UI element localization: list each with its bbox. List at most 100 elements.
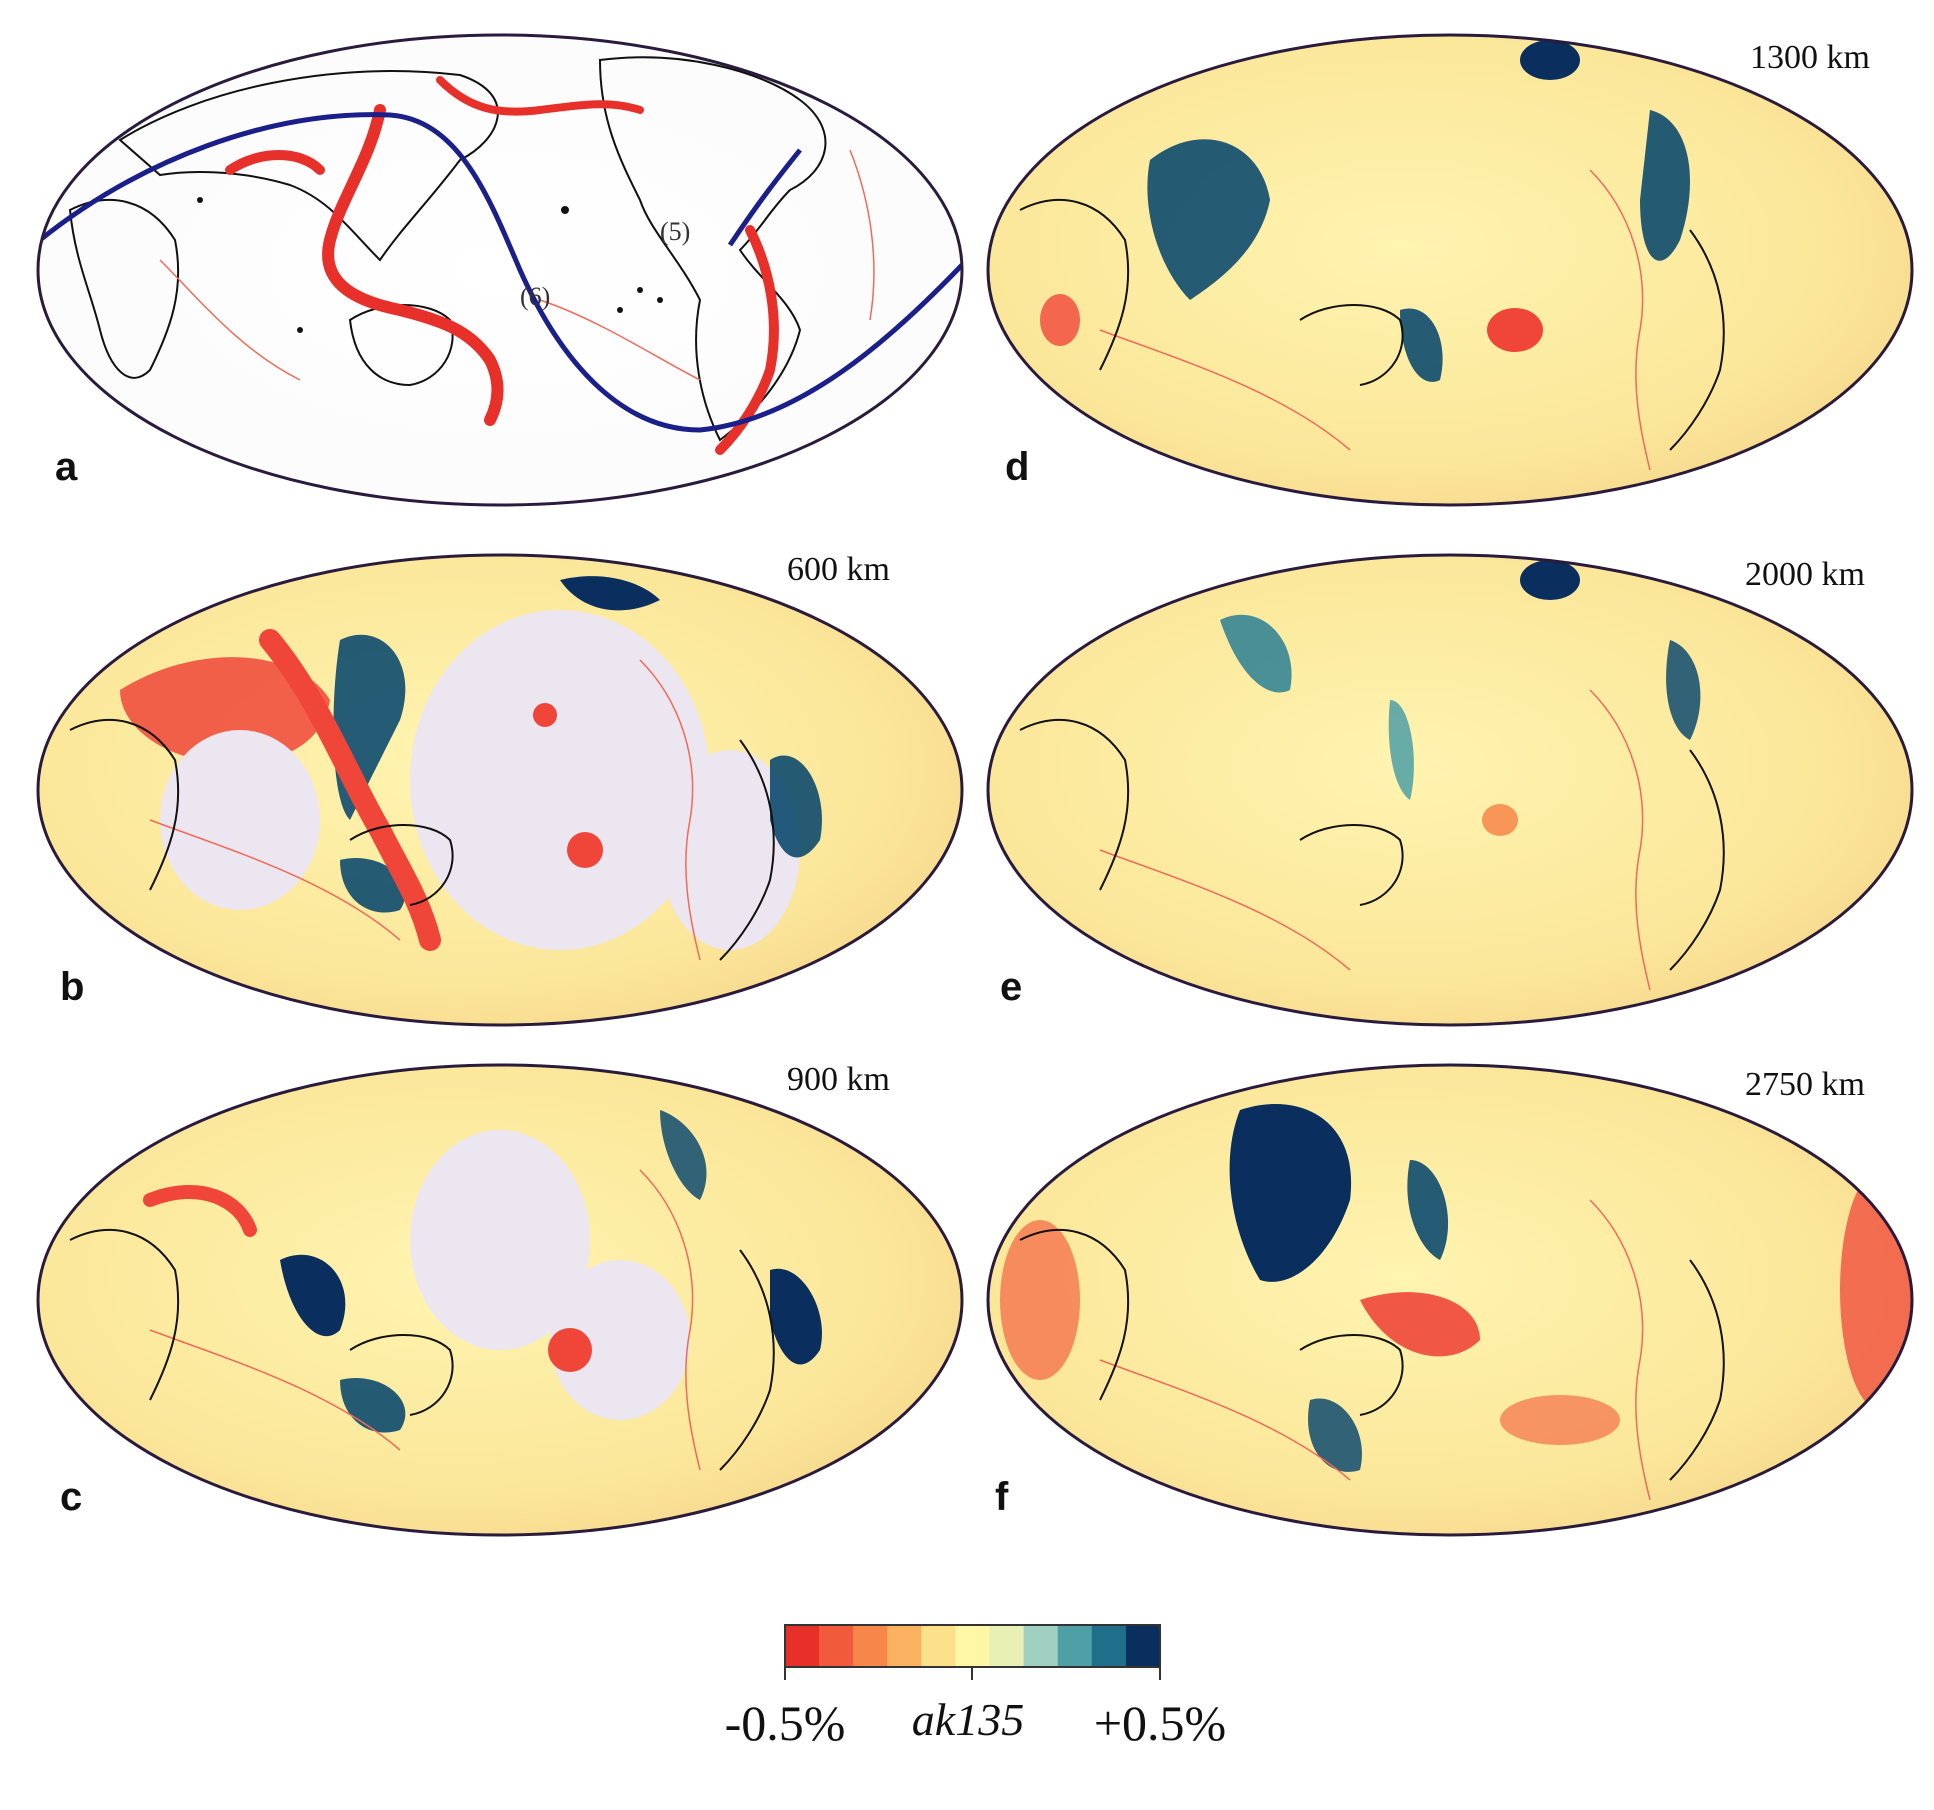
map-background (988, 35, 1912, 505)
panel-letter-c: c (60, 1475, 82, 1519)
map-frame (36, 1063, 964, 1537)
plate-boundary (149, 1169, 701, 1471)
coastline (1019, 719, 1725, 971)
annotation-6: (6) (520, 282, 550, 311)
slow-anomaly (1500, 1395, 1620, 1445)
slow-anomaly (1482, 804, 1518, 836)
map-frame (986, 1063, 1914, 1537)
color-scale-swatch (1057, 1625, 1093, 1667)
depth-label: 600 km (787, 551, 890, 588)
scale-max-label: +0.5% (1094, 1695, 1226, 1751)
color-scale-swatch (785, 1625, 820, 1667)
continent-africa-outline (68, 199, 180, 379)
low-contrast-region (550, 1260, 690, 1420)
color-scale-swatch (1125, 1625, 1161, 1667)
panel-letter-e: e (1000, 965, 1022, 1009)
panel-letter-d: d (1005, 445, 1029, 489)
panel-letter-f: f (995, 1475, 1009, 1519)
plate-boundary (149, 659, 701, 961)
fast-anomaly (1220, 614, 1292, 693)
scale-min-label: -0.5% (725, 1695, 846, 1751)
slow-anomaly (143, 1185, 257, 1237)
map-frame (986, 553, 1914, 1027)
seismicity-belt (322, 104, 504, 426)
coastline (1019, 199, 1725, 451)
scale-reference-label: ak135 (912, 1694, 1024, 1745)
fast-anomaly (770, 755, 822, 858)
continent-americas-outline (598, 56, 827, 442)
fast-anomaly (1229, 1104, 1352, 1282)
depth-label: 2750 km (1745, 1066, 1865, 1103)
depth-label: 900 km (787, 1061, 890, 1098)
low-contrast-region (410, 610, 710, 950)
map-frame (36, 553, 964, 1027)
panel-c: 900 km c (36, 1061, 964, 1537)
fast-anomaly (660, 1110, 707, 1200)
slow-anomaly (1000, 1220, 1080, 1380)
slow-anomaly (1487, 308, 1543, 352)
seismicity-belt (225, 150, 325, 175)
low-contrast-region (160, 730, 320, 910)
panel-d: 1300 km d (986, 33, 1914, 507)
fast-anomaly (1147, 139, 1270, 300)
plate-boundary (1099, 1199, 1651, 1501)
panel-b: 600 km b (36, 551, 964, 1027)
map-background (988, 1065, 1912, 1535)
map-background (988, 555, 1912, 1025)
fast-anomaly (560, 576, 660, 611)
color-scale-swatch (921, 1625, 956, 1667)
slow-anomaly (1040, 294, 1080, 346)
color-scale-swatch (955, 1625, 991, 1667)
fast-anomaly (770, 1268, 822, 1365)
color-scale-swatch (1091, 1625, 1127, 1667)
color-scale-swatch (887, 1625, 922, 1667)
fast-anomaly (340, 858, 406, 913)
fast-anomaly (280, 1254, 346, 1337)
coastline (69, 719, 775, 961)
panel-letter-a: a (55, 445, 78, 489)
slow-anomaly (533, 703, 557, 727)
color-scale-swatch (819, 1625, 854, 1667)
color-scale-bar (785, 1625, 1161, 1667)
fast-anomaly (1400, 308, 1443, 382)
hotspot-markers (197, 197, 663, 333)
slow-anomaly (120, 657, 330, 764)
fast-anomaly (1640, 110, 1690, 261)
plate-boundary (159, 149, 875, 381)
color-scale-swatch (853, 1625, 888, 1667)
fast-anomaly (1666, 640, 1701, 740)
plate-boundary (1099, 689, 1651, 991)
depth-label: 1300 km (1750, 39, 1870, 76)
fast-anomaly (1520, 560, 1580, 600)
slow-anomaly (1360, 1292, 1480, 1357)
annotation-5: (5) (660, 217, 690, 246)
map-background (38, 35, 962, 505)
fast-anomaly (1388, 700, 1414, 800)
color-scale-swatch (1023, 1625, 1059, 1667)
fast-anomaly (1407, 1160, 1449, 1260)
coastline (69, 1229, 775, 1471)
panel-e: 2000 km e (986, 553, 1914, 1027)
plate-boundary (1099, 169, 1651, 471)
coastline (1019, 1229, 1725, 1481)
slow-anomaly (259, 629, 441, 951)
slow-anomaly (567, 832, 603, 868)
color-scale: -0.5% ak135 +0.5% (725, 1624, 1226, 1751)
slow-anomaly (548, 1328, 592, 1372)
panel-letter-b: b (60, 965, 84, 1009)
color-scale-swatch (989, 1625, 1025, 1667)
great-circle-path (38, 112, 962, 433)
panel-a: (6) (5) a (36, 33, 964, 507)
map-frame (36, 33, 964, 507)
seismicity-belt (715, 225, 779, 455)
panel-f: 2750 km f (986, 1063, 1914, 1537)
fast-anomaly (1520, 40, 1580, 80)
fast-anomaly (1308, 1398, 1362, 1472)
depth-label: 2000 km (1745, 556, 1865, 593)
map-frame (986, 33, 1914, 507)
great-circle-segment (727, 148, 802, 247)
continent-eurasia-outline (118, 70, 499, 262)
seismicity-belt (436, 76, 644, 116)
low-contrast-region (410, 1130, 590, 1350)
